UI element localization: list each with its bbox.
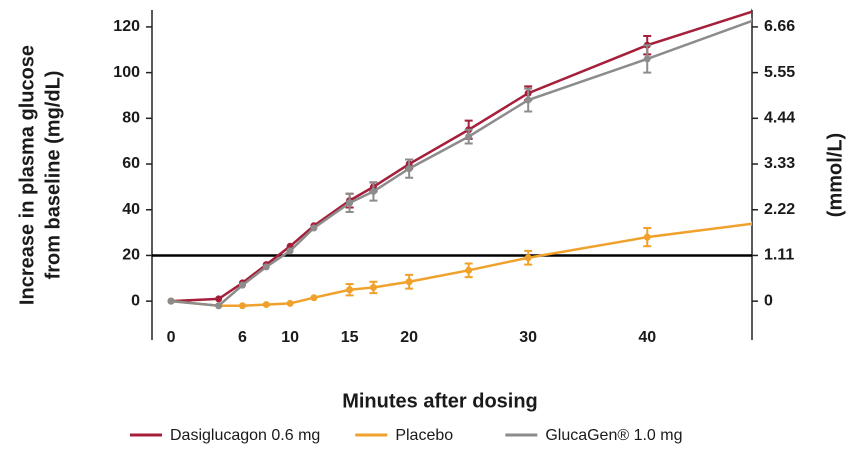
series-line bbox=[170, 10, 752, 303]
y2-tick-label: 2.22 bbox=[764, 201, 795, 218]
y2-tick-label: 0 bbox=[764, 292, 773, 309]
data-point bbox=[167, 297, 175, 305]
data-point bbox=[405, 165, 413, 173]
data-point bbox=[369, 187, 377, 195]
data-point bbox=[286, 247, 294, 255]
series-line bbox=[170, 222, 752, 307]
data-point bbox=[310, 294, 318, 302]
data-point bbox=[524, 254, 532, 262]
y-tick-label: 80 bbox=[122, 110, 140, 127]
data-point bbox=[750, 17, 752, 23]
series-line bbox=[170, 19, 752, 308]
x-tick-label: 15 bbox=[341, 329, 359, 346]
data-point bbox=[524, 96, 532, 104]
y2-tick-label: 6.66 bbox=[764, 18, 795, 35]
x-tick-label: 10 bbox=[281, 329, 299, 346]
data-point bbox=[750, 8, 752, 14]
data-point bbox=[215, 295, 223, 303]
y2-axis-title: (mmol/L) bbox=[824, 133, 846, 217]
x-axis-title: Minutes after dosing bbox=[342, 390, 538, 412]
data-point bbox=[286, 299, 294, 307]
data-point bbox=[465, 133, 473, 141]
y-axis-title: Increase in plasma glucose bbox=[16, 45, 38, 305]
y-tick-label: 60 bbox=[122, 155, 140, 172]
legend-label: Placebo bbox=[395, 427, 453, 444]
x-tick-label: 20 bbox=[400, 329, 418, 346]
data-point bbox=[643, 233, 651, 241]
data-point bbox=[238, 281, 246, 289]
x-tick-label: 30 bbox=[519, 329, 537, 346]
legend-label: GlucaGen® 1.0 mg bbox=[545, 427, 682, 444]
x-tick-label: 6 bbox=[238, 329, 247, 346]
y-tick-label: 100 bbox=[113, 64, 140, 81]
legend-label: Dasiglucagon 0.6 mg bbox=[170, 427, 320, 444]
data-point bbox=[750, 220, 752, 227]
y-tick-label: 40 bbox=[122, 201, 140, 218]
y2-tick-label: 4.44 bbox=[764, 110, 795, 127]
y2-tick-label: 1.11 bbox=[764, 247, 794, 264]
y-tick-label: 20 bbox=[122, 247, 140, 264]
data-point bbox=[643, 55, 651, 63]
x-tick-label: 40 bbox=[638, 329, 656, 346]
data-point bbox=[346, 286, 354, 294]
y2-tick-label: 3.33 bbox=[764, 155, 795, 172]
y-tick-label: 0 bbox=[131, 292, 140, 309]
x-tick-label: 0 bbox=[167, 329, 176, 346]
data-point bbox=[262, 301, 270, 309]
plot-area bbox=[167, 8, 752, 310]
y-tick-label: 120 bbox=[113, 18, 140, 35]
data-point bbox=[405, 278, 413, 286]
data-point bbox=[215, 302, 223, 310]
data-point bbox=[465, 266, 473, 274]
data-point bbox=[369, 283, 377, 291]
data-point bbox=[346, 199, 354, 207]
data-point bbox=[262, 263, 270, 271]
y-axis-title: from baseline (mg/dL) bbox=[42, 71, 64, 280]
data-point bbox=[238, 302, 246, 310]
data-point bbox=[310, 224, 318, 232]
y2-tick-label: 5.55 bbox=[764, 64, 795, 81]
